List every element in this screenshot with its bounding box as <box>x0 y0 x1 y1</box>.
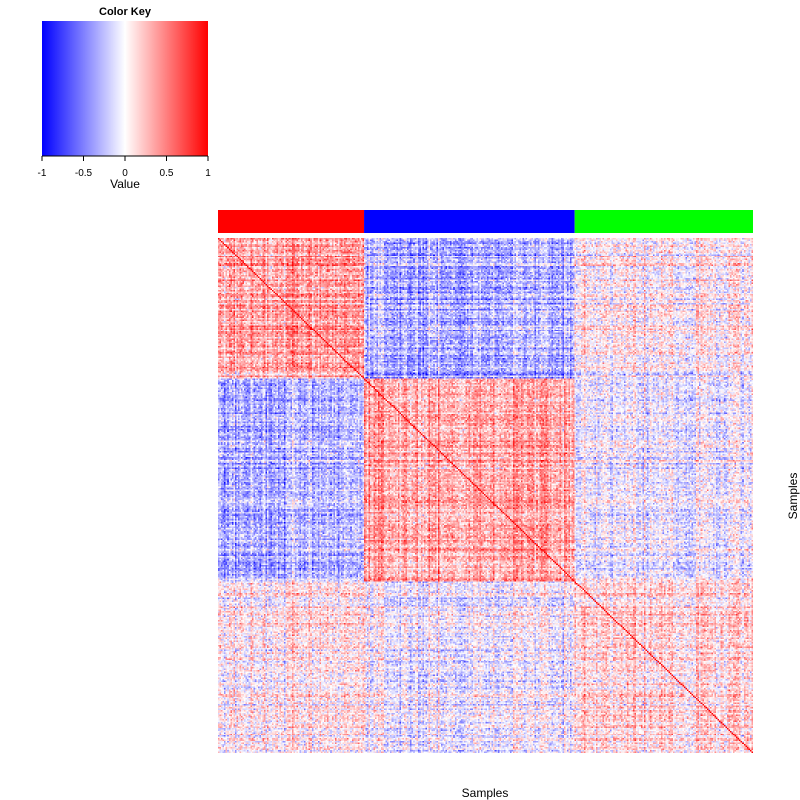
color-key: Color Key -1 -0.5 0 0.5 1 Value <box>38 6 212 191</box>
group-color-bar <box>218 210 753 233</box>
heatmap-cells <box>218 238 753 753</box>
color-key-tick-label: -1 <box>38 168 47 179</box>
color-key-tick-label: 0 <box>122 168 128 179</box>
color-key-tick-label: 0.5 <box>160 168 174 179</box>
heatmap-body <box>218 238 753 753</box>
group-color-segment <box>218 210 365 233</box>
y-axis-label: Samples <box>786 473 800 520</box>
group-color-segment <box>574 210 753 233</box>
group-color-segment <box>364 210 575 233</box>
color-key-ticks: -1 -0.5 0 0.5 1 <box>38 155 211 179</box>
color-key-tick-label: -0.5 <box>75 168 93 179</box>
color-key-gradient-bar <box>42 21 208 156</box>
color-key-title: Color Key <box>99 6 152 18</box>
color-key-value-label: Value <box>110 177 140 191</box>
x-axis-label: Samples <box>462 786 509 800</box>
color-key-tick-label: 1 <box>205 168 211 179</box>
